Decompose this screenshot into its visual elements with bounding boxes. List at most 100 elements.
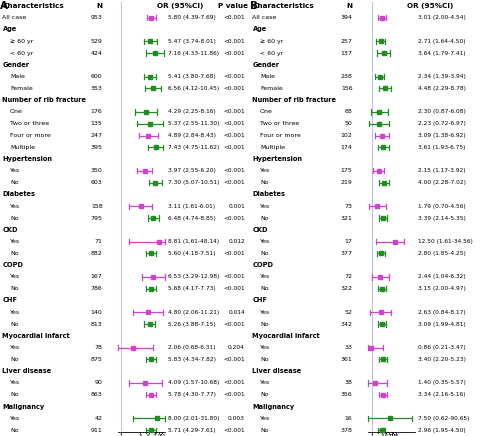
- Text: Yes: Yes: [260, 381, 270, 385]
- Text: B: B: [250, 0, 258, 10]
- Text: Diabetes: Diabetes: [252, 191, 286, 198]
- Text: Yes: Yes: [10, 204, 20, 209]
- Text: 1: 1: [120, 434, 122, 436]
- Text: 102: 102: [341, 133, 352, 138]
- Text: Yes: Yes: [260, 345, 270, 350]
- Text: No: No: [260, 392, 268, 397]
- Text: 3: 3: [380, 434, 384, 436]
- Text: 3.34 (2.16-5.16): 3.34 (2.16-5.16): [418, 392, 465, 397]
- Text: 5: 5: [384, 434, 388, 436]
- Text: 4.80 (2.06-11.21): 4.80 (2.06-11.21): [168, 310, 219, 315]
- Text: 378: 378: [340, 428, 352, 433]
- Text: 140: 140: [91, 310, 102, 315]
- Text: 5.83 (4.34-7.82): 5.83 (4.34-7.82): [168, 357, 216, 362]
- Text: P value: P value: [218, 3, 248, 9]
- Text: <0.001: <0.001: [224, 251, 245, 256]
- Text: 322: 322: [340, 286, 352, 291]
- Text: 12.50 (1.61-34.56): 12.50 (1.61-34.56): [418, 239, 472, 244]
- Text: 7.43 (4.75-11.62): 7.43 (4.75-11.62): [168, 145, 219, 150]
- Text: 73: 73: [344, 204, 352, 209]
- Text: 5.60 (4.18-7.51): 5.60 (4.18-7.51): [168, 251, 215, 256]
- Text: 342: 342: [340, 322, 352, 327]
- Text: 4.89 (2.84-8.43): 4.89 (2.84-8.43): [168, 133, 216, 138]
- Text: Yes: Yes: [260, 239, 270, 244]
- Text: Yes: Yes: [10, 310, 20, 315]
- Text: 5.47 (3.74-8.01): 5.47 (3.74-8.01): [168, 39, 216, 44]
- Text: All case: All case: [2, 15, 27, 20]
- Text: Multiple: Multiple: [260, 145, 285, 150]
- Text: 600: 600: [91, 74, 102, 79]
- Text: Four or more: Four or more: [260, 133, 301, 138]
- Text: Four or more: Four or more: [10, 133, 51, 138]
- Text: Two or three: Two or three: [260, 121, 299, 126]
- Text: 2.71 (1.64-4.50): 2.71 (1.64-4.50): [418, 39, 465, 44]
- Text: Hypertension: Hypertension: [252, 156, 302, 162]
- Text: 603: 603: [91, 180, 102, 185]
- Text: 3.09 (1.99-4.81): 3.09 (1.99-4.81): [418, 322, 465, 327]
- Text: ≥ 60 yr: ≥ 60 yr: [10, 39, 34, 44]
- Text: Malignancy: Malignancy: [2, 404, 45, 409]
- Text: CKD: CKD: [252, 227, 268, 233]
- Text: <0.001: <0.001: [224, 74, 245, 79]
- Text: 175: 175: [341, 168, 352, 174]
- Text: Gender: Gender: [2, 62, 30, 68]
- Text: One: One: [10, 109, 23, 114]
- Text: 6.48 (4.74-8.85): 6.48 (4.74-8.85): [168, 215, 216, 221]
- Text: Characteristics: Characteristics: [252, 3, 314, 9]
- Text: 15: 15: [393, 434, 400, 436]
- Text: 2.23 (0.72-6.97): 2.23 (0.72-6.97): [418, 121, 466, 126]
- Text: 2.44 (1.04-6.32): 2.44 (1.04-6.32): [418, 274, 465, 279]
- Text: Liver disease: Liver disease: [252, 368, 302, 374]
- Text: 90: 90: [94, 381, 102, 385]
- Text: 156: 156: [341, 86, 352, 91]
- Text: 16: 16: [345, 416, 352, 421]
- Text: 137: 137: [340, 51, 352, 55]
- Text: 4.00 (2.28-7.02): 4.00 (2.28-7.02): [418, 180, 466, 185]
- Text: 7: 7: [388, 434, 391, 436]
- Text: 1.40 (0.35-5.57): 1.40 (0.35-5.57): [418, 381, 466, 385]
- Text: <0.001: <0.001: [224, 357, 245, 362]
- Text: <0.001: <0.001: [224, 392, 245, 397]
- Text: <0.001: <0.001: [224, 86, 245, 91]
- Text: 17: 17: [344, 239, 352, 244]
- Text: <0.001: <0.001: [224, 121, 245, 126]
- Text: No: No: [10, 286, 18, 291]
- Text: 11: 11: [159, 434, 166, 436]
- Text: < 60 yr: < 60 yr: [10, 51, 34, 55]
- Text: <0.001: <0.001: [224, 180, 245, 185]
- Text: 42: 42: [94, 416, 102, 421]
- Text: No: No: [260, 286, 268, 291]
- Text: 5.71 (4.29-7.61): 5.71 (4.29-7.61): [168, 428, 215, 433]
- Text: Yes: Yes: [10, 168, 20, 174]
- Text: N: N: [96, 3, 102, 9]
- Text: 4.48 (2.29-8.78): 4.48 (2.29-8.78): [418, 86, 466, 91]
- Text: 167: 167: [91, 274, 102, 279]
- Text: <0.001: <0.001: [224, 274, 245, 279]
- Text: Yes: Yes: [10, 345, 20, 350]
- Text: 3.61 (1.93-6.75): 3.61 (1.93-6.75): [418, 145, 465, 150]
- Text: 5.78 (4.30-7.77): 5.78 (4.30-7.77): [168, 392, 216, 397]
- Text: <0.001: <0.001: [224, 51, 245, 55]
- Text: 875: 875: [91, 357, 102, 362]
- Text: No: No: [260, 322, 268, 327]
- Text: 424: 424: [90, 51, 102, 55]
- Text: 158: 158: [91, 204, 102, 209]
- Text: 5.41 (3.80-7.68): 5.41 (3.80-7.68): [168, 74, 215, 79]
- Text: 529: 529: [90, 39, 102, 44]
- Text: No: No: [10, 215, 18, 221]
- Text: 0.204: 0.204: [228, 345, 245, 350]
- Text: Yes: Yes: [10, 274, 20, 279]
- Text: 7.30 (5.07-10.51): 7.30 (5.07-10.51): [168, 180, 219, 185]
- Text: 5.37 (2.55-11.30): 5.37 (2.55-11.30): [168, 121, 219, 126]
- Text: 361: 361: [341, 357, 352, 362]
- Text: Diabetes: Diabetes: [2, 191, 35, 198]
- Text: 2.63 (0.84-8.17): 2.63 (0.84-8.17): [418, 310, 465, 315]
- Text: Number of rib fracture: Number of rib fracture: [2, 97, 86, 103]
- Text: 0.001: 0.001: [228, 204, 245, 209]
- Text: N: N: [346, 3, 352, 9]
- Text: 353: 353: [90, 86, 102, 91]
- Text: No: No: [260, 180, 268, 185]
- Text: No: No: [10, 357, 18, 362]
- Text: 395: 395: [90, 145, 102, 150]
- Text: Gender: Gender: [252, 62, 280, 68]
